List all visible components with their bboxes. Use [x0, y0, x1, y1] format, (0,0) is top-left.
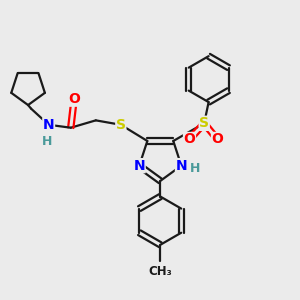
Text: S: S — [199, 116, 209, 130]
Text: S: S — [116, 118, 126, 132]
Text: O: O — [212, 133, 224, 146]
Text: H: H — [190, 161, 200, 175]
Text: O: O — [184, 133, 195, 146]
Text: N: N — [134, 159, 145, 173]
Text: CH₃: CH₃ — [148, 266, 172, 278]
Text: H: H — [42, 135, 52, 148]
Text: O: O — [68, 92, 80, 106]
Text: N: N — [176, 159, 187, 173]
Text: N: N — [43, 118, 55, 132]
